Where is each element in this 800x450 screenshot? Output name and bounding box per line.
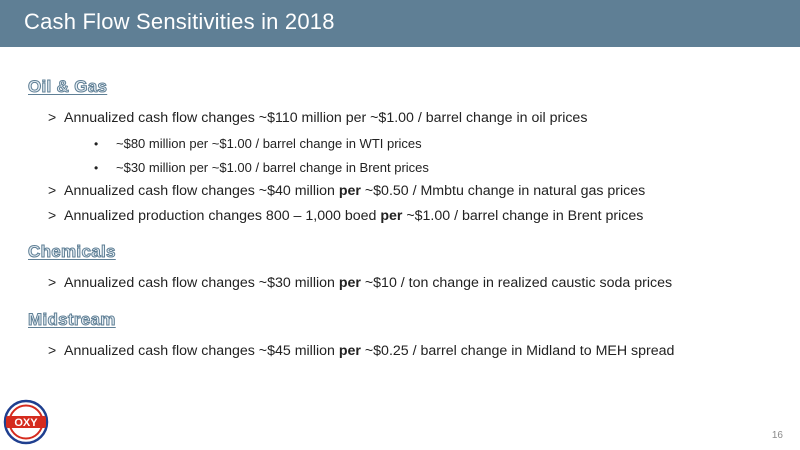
bullet-natural-gas: > Annualized cash flow changes ~$40 milli… — [48, 182, 645, 199]
bullet-text-bold: per — [338, 343, 361, 359]
bullet-text-pre: Annualized cash flow changes ~$30 millio… — [64, 275, 339, 291]
bullet-arrow-icon: > — [48, 109, 57, 125]
slide-title: Cash Flow Sensitivities in 2018 — [24, 9, 335, 34]
bullet-text-post: ~$0.25 / barrel change in Midland to MEH… — [360, 343, 675, 359]
bullet-arrow-icon: > — [48, 207, 57, 223]
bullet-oil-prices: > Annualized cash flow changes ~$110 mill… — [48, 109, 587, 126]
bullet-caustic-soda: > Annualized cash flow changes ~$30 milli… — [48, 274, 672, 291]
sub-bullet-text: ~$30 million per ~$1.00 / barrel change … — [116, 160, 429, 175]
sub-bullet-text: ~$80 million per ~$1.00 / barrel change … — [116, 136, 422, 151]
bullet-dot-icon: • — [94, 137, 99, 151]
bullet-arrow-icon: > — [48, 274, 57, 290]
bullet-midland-spread: > Annualized cash flow changes ~$45 milli… — [48, 342, 674, 359]
bullet-text: Annualized cash flow changes ~$110 milli… — [64, 110, 588, 126]
page-number: 16 — [771, 430, 783, 441]
bullet-text-post: ~$0.50 / Mmbtu change in natural gas pri… — [360, 183, 646, 199]
title-bar: Cash Flow Sensitivities in 2018 — [0, 0, 800, 47]
bullet-arrow-icon: > — [48, 182, 57, 198]
bullet-text-bold: per — [338, 275, 361, 291]
bullet-text-pre: Annualized cash flow changes ~$40 millio… — [64, 183, 339, 199]
bullet-text-post: ~$1.00 / barrel change in Brent prices — [402, 208, 644, 224]
bullet-arrow-icon: > — [48, 342, 57, 358]
section-heading-oil-gas: Oil & Gas — [27, 77, 108, 97]
bullet-dot-icon: • — [94, 161, 99, 175]
section-heading-chemicals: Chemicals — [28, 242, 116, 262]
bullet-text-pre: Annualized production changes 800 – 1,00… — [64, 208, 381, 224]
oxy-logo-icon: OXY — [3, 399, 49, 445]
section-heading-midstream: Midstream — [28, 310, 116, 330]
bullet-text-pre: Annualized cash flow changes ~$45 millio… — [64, 343, 339, 359]
bullet-text-bold: per — [380, 208, 403, 224]
logo-text: OXY — [14, 417, 38, 429]
bullet-text-bold: per — [338, 183, 361, 199]
bullet-production: > Annualized production changes 800 – 1,0… — [48, 207, 643, 224]
bullet-text-post: ~$10 / ton change in realized caustic so… — [360, 275, 673, 291]
sub-bullet-wti: • ~$80 million per ~$1.00 / barrel change… — [94, 136, 422, 151]
sub-bullet-brent: • ~$30 million per ~$1.00 / barrel change… — [94, 160, 429, 175]
